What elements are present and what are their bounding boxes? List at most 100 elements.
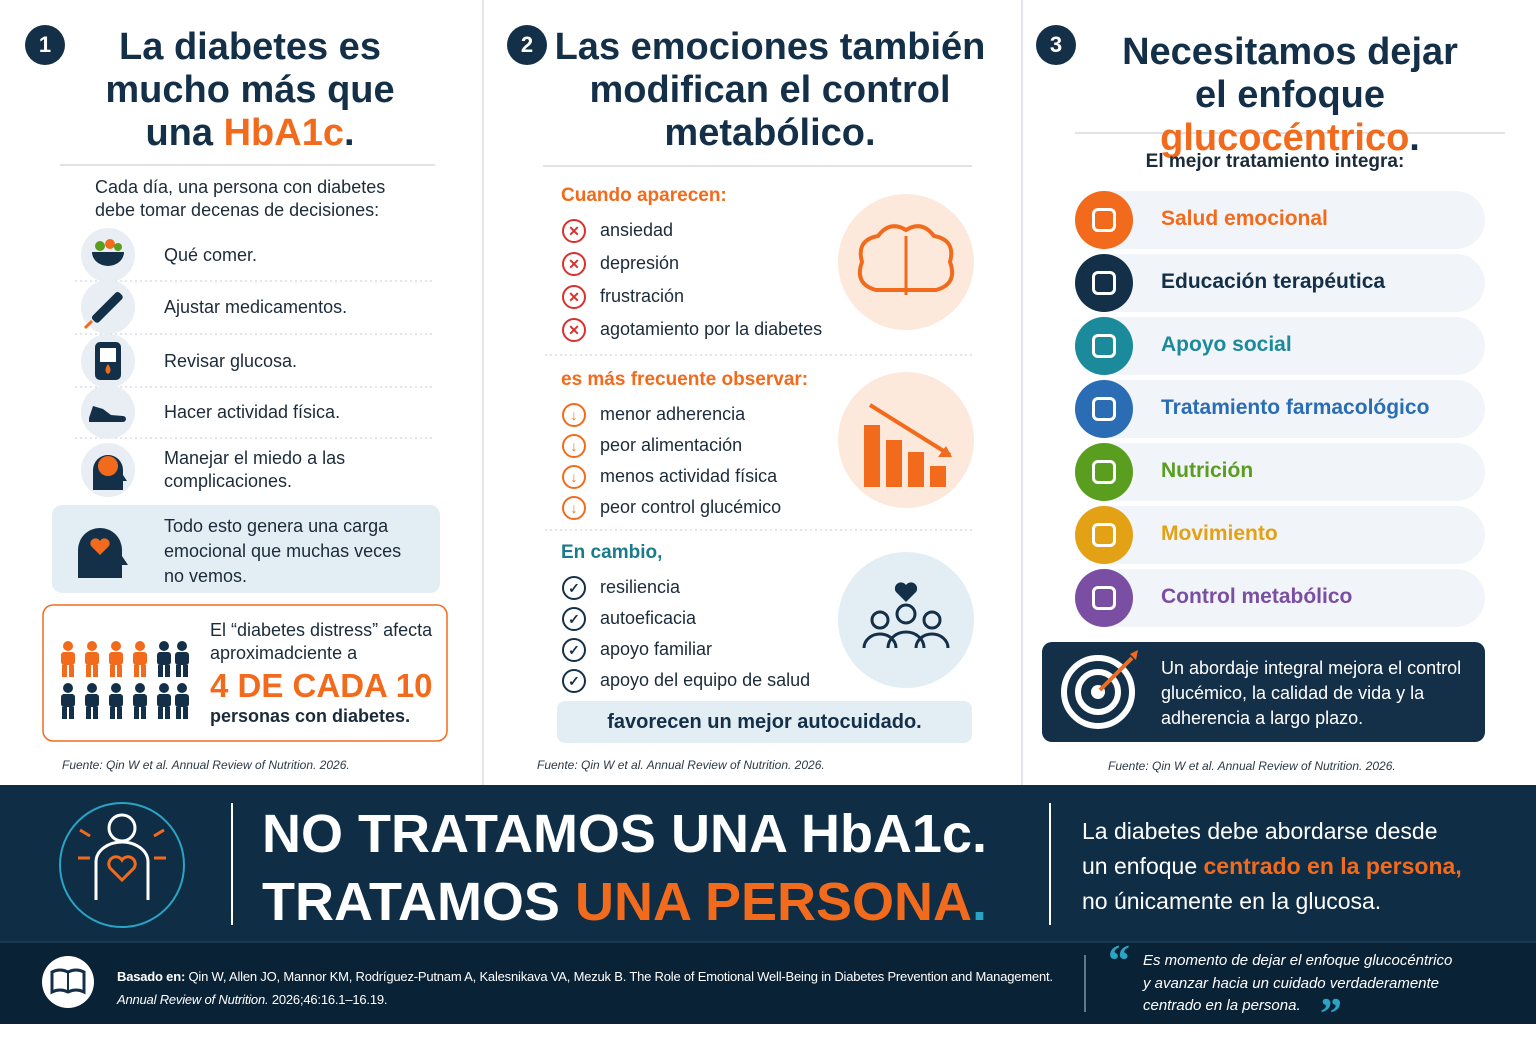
- item-icon: [1075, 569, 1133, 627]
- item-pill: [1075, 443, 1485, 501]
- item-icon: ✕: [562, 285, 586, 309]
- item-icon-mark: [1092, 397, 1116, 421]
- title-line: modifican el control: [589, 69, 951, 111]
- treatment-label: Educación terapéutica: [1161, 270, 1386, 293]
- item-pill: [1075, 569, 1485, 627]
- item-pill: [1075, 317, 1485, 375]
- item-icon: ✓: [562, 669, 586, 693]
- emotion-item: menor adherencia: [600, 404, 746, 424]
- sub-accent: centrado en la persona,: [1203, 853, 1462, 879]
- item-icon: ✕: [562, 219, 586, 243]
- quote-line: y avanzar hacia un cuidado verdaderament…: [1143, 974, 1440, 992]
- banner-subtext: La diabetes debe abordarse desde un enfo…: [1082, 814, 1462, 919]
- emotion-item: apoyo familiar: [600, 639, 713, 659]
- reference-line: Annual Review of Nutrition. 2026;46:16.1…: [117, 988, 1053, 1011]
- item-icon: ✓: [562, 576, 586, 600]
- treatment-label: Control metabólico: [1161, 585, 1353, 608]
- intro-text: Cada día, una persona con diabetes debe …: [95, 177, 386, 220]
- emotion-item: resiliencia: [600, 577, 681, 597]
- title-text: una: [145, 112, 224, 154]
- title-line: el enfoque glucocéntrico.: [1075, 74, 1505, 160]
- source: Fuente: Qin W et al. Annual Review of Nu…: [537, 758, 825, 772]
- item-icon-mark: [1092, 208, 1116, 232]
- decision-item: Hacer actividad física.: [164, 402, 341, 422]
- section-heading: Cuando aparecen:: [561, 185, 727, 206]
- treatment-label: Salud emocional: [1161, 207, 1328, 230]
- panel-title: Necesitamos dejar el enfoque glucocéntri…: [1075, 31, 1505, 160]
- title-line: metabólico.: [664, 112, 876, 154]
- title-line: Necesitamos dejar: [1122, 31, 1458, 73]
- step-number: 1: [25, 25, 65, 65]
- emotion-item: autoeficacia: [600, 608, 697, 628]
- step-number: 2: [507, 25, 547, 65]
- source: Fuente: Qin W et al. Annual Review of Nu…: [62, 758, 350, 772]
- item-icon: [1075, 443, 1133, 501]
- distress-text: El “diabetes distress” afecta aproximadc…: [210, 620, 433, 663]
- journal: Annual Review of Nutrition.: [117, 992, 269, 1007]
- source: Fuente: Qin W et al. Annual Review of Nu…: [1108, 759, 1396, 773]
- item-pill: [1075, 506, 1485, 564]
- sub-line: un enfoque centrado en la persona,: [1082, 849, 1462, 884]
- decision-item: Ajustar medicamentos.: [164, 297, 348, 317]
- item-icon: ✕: [562, 252, 586, 276]
- item-icon: ↓: [562, 434, 586, 458]
- quote-line: centrado en la persona.: [1143, 997, 1301, 1014]
- title-line: Las emociones también: [554, 26, 986, 68]
- decision-item: Qué comer.: [164, 245, 258, 265]
- item-icon: ↓: [562, 496, 586, 520]
- quote-close: ”: [1320, 989, 1342, 1038]
- distress-end: personas con diabetes.: [210, 706, 411, 726]
- reference-text: Qin W, Allen JO, Mannor KM, Rodríguez-Pu…: [185, 969, 1053, 984]
- emotion-item: frustración: [600, 286, 685, 306]
- item-icon: [1075, 317, 1133, 375]
- distress-stat: 4 DE CADA 10: [210, 667, 433, 704]
- title-text: el enfoque: [1194, 74, 1386, 116]
- decision-item: Manejar el miedo a las complicaciones.: [164, 448, 346, 491]
- title-line: mucho más que: [105, 69, 395, 111]
- emotion-item: agotamiento por la diabetes: [600, 319, 823, 339]
- treatment-label: Tratamiento farmacológico: [1161, 396, 1430, 419]
- title-end: .: [1409, 117, 1420, 159]
- banner-headline: NO TRATAMOS UNA HbA1c. TRATAMOS UNA PERS…: [262, 800, 987, 936]
- callout-text: Un abordaje integral mejora el control g…: [1161, 658, 1462, 728]
- emotion-item: peor control glucémico: [600, 497, 782, 517]
- item-icon: [1075, 254, 1133, 312]
- item-pill: [1075, 380, 1485, 438]
- treatment-label: Apoyo social: [1161, 333, 1292, 356]
- note-text: Todo esto genera una carga emocional que…: [164, 516, 402, 586]
- item-icon-mark: [1092, 523, 1116, 547]
- item-icon: ✓: [562, 607, 586, 631]
- item-icon: ✓: [562, 638, 586, 662]
- item-icon-mark: [1092, 334, 1116, 358]
- section-heading: es más frecuente observar:: [561, 369, 809, 390]
- based-label: Basado en:: [117, 969, 186, 984]
- sub-text: un enfoque: [1082, 853, 1204, 879]
- conclusion: favorecen un mejor autocuidado.: [607, 711, 922, 733]
- emotion-item: menos actividad física: [600, 466, 778, 486]
- citation: 2026;46:16.1–16.19.: [268, 992, 388, 1007]
- headline-end: .: [972, 872, 988, 932]
- item-icon-mark: [1092, 460, 1116, 484]
- title-accent: glucocéntrico: [1160, 117, 1410, 159]
- intro-text: El mejor tratamiento integra:: [1145, 151, 1405, 172]
- item-icon: [1075, 380, 1133, 438]
- item-icon: [1075, 191, 1133, 249]
- title-end: .: [343, 112, 355, 154]
- item-icon-mark: [1092, 586, 1116, 610]
- reference-line: Basado en: Qin W, Allen JO, Mannor KM, R…: [117, 965, 1053, 988]
- title-line: una HbA1c.: [70, 112, 430, 155]
- item-pill: [1075, 191, 1485, 249]
- step-number: 3: [1036, 25, 1076, 65]
- reference: Basado en: Qin W, Allen JO, Mannor KM, R…: [117, 965, 1053, 1011]
- headline-line: NO TRATAMOS UNA HbA1c.: [262, 804, 987, 864]
- emotion-item: apoyo del equipo de salud: [600, 670, 811, 690]
- section-heading: En cambio,: [561, 542, 663, 563]
- quote-open: “: [1108, 936, 1130, 985]
- headline-accent: UNA PERSONA: [574, 872, 972, 932]
- item-icon: ↓: [562, 403, 586, 427]
- item-pill: [1075, 254, 1485, 312]
- emotion-item: peor alimentación: [600, 435, 743, 455]
- headline-line: TRATAMOS UNA PERSONA.: [262, 868, 987, 936]
- item-icon: [1075, 506, 1133, 564]
